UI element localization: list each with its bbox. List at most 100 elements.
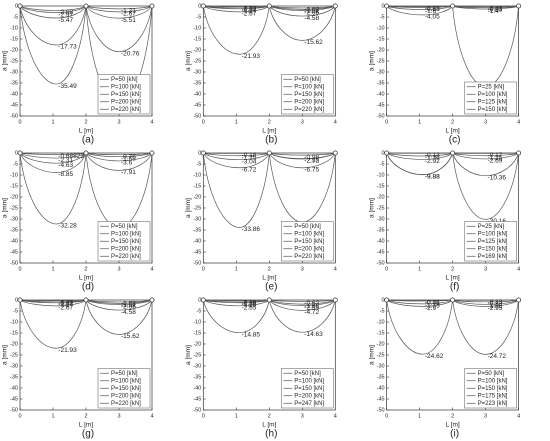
support-marker bbox=[149, 3, 155, 9]
y-tick-label: -50 bbox=[377, 407, 385, 413]
y-axis-label: a [mm] bbox=[2, 345, 9, 365]
y-tick-label: 0 bbox=[382, 150, 385, 156]
value-label: -20.76 bbox=[121, 50, 140, 57]
y-tick-label: -25 bbox=[193, 352, 201, 358]
value-label: -21.93 bbox=[58, 347, 77, 354]
legend-label: P=247 [kN] bbox=[294, 401, 324, 407]
legend-label: P=150 [kN] bbox=[294, 239, 324, 245]
value-label: -9.88 bbox=[425, 173, 440, 180]
y-tick-label: -45 bbox=[10, 249, 18, 255]
x-tick-label: 1 bbox=[51, 119, 54, 125]
y-tick-label: -10 bbox=[10, 25, 18, 31]
support-marker bbox=[266, 3, 272, 9]
y-tick-label: -40 bbox=[193, 91, 201, 97]
y-tick-label: 0 bbox=[15, 3, 18, 9]
x-tick-label: 3 bbox=[301, 413, 304, 419]
value-label: -2.72 bbox=[304, 158, 319, 165]
value-label: -0.98 bbox=[304, 154, 319, 161]
y-tick-label: -10 bbox=[10, 172, 18, 178]
y-tick-label: -45 bbox=[377, 396, 385, 402]
x-tick-label: 2 bbox=[268, 119, 271, 125]
value-label: -4.58 bbox=[121, 309, 136, 316]
value-label: -1.25 bbox=[488, 154, 503, 161]
x-tick-label: 2 bbox=[84, 413, 87, 419]
value-label: -2.55 bbox=[304, 304, 319, 311]
x-tick-label: 4 bbox=[334, 413, 337, 419]
y-tick-label: -20 bbox=[193, 194, 201, 200]
x-tick-label: 4 bbox=[334, 266, 337, 272]
value-label: -2.55 bbox=[304, 157, 319, 164]
support-marker bbox=[83, 3, 89, 9]
y-tick-label: -15 bbox=[193, 36, 201, 42]
y-tick-label: -35 bbox=[377, 80, 385, 86]
y-tick-label: -35 bbox=[10, 80, 18, 86]
value-label: -4.58 bbox=[304, 15, 319, 22]
x-tick-label: 1 bbox=[235, 266, 238, 272]
value-label: -8.85 bbox=[58, 171, 73, 178]
x-axis-label: L [m] bbox=[445, 275, 459, 282]
value-label: -1.96 bbox=[488, 303, 503, 310]
legend-label: P=100 [kN] bbox=[111, 84, 141, 90]
x-tick-label: 0 bbox=[18, 413, 21, 419]
x-axis-label: L [m] bbox=[79, 128, 93, 135]
support-marker bbox=[201, 3, 206, 9]
x-tick-label: 1 bbox=[418, 266, 421, 272]
legend-label: P=50 [kN] bbox=[111, 77, 138, 83]
y-tick-label: -5 bbox=[196, 14, 201, 20]
value-label: -15.62 bbox=[121, 333, 140, 340]
value-label: -2.67 bbox=[242, 11, 257, 18]
y-tick-label: -20 bbox=[10, 47, 18, 53]
value-label: -1.4 bbox=[488, 8, 500, 15]
y-tick-label: -40 bbox=[193, 238, 201, 244]
support-marker bbox=[201, 297, 206, 303]
y-tick-label: 0 bbox=[382, 3, 385, 9]
y-tick-label: -15 bbox=[10, 330, 18, 336]
y-axis-label: a [mm] bbox=[2, 198, 9, 218]
y-tick-label: -15 bbox=[377, 183, 385, 189]
panel-label: (f) bbox=[450, 282, 459, 293]
legend-label: P=200 [kN] bbox=[111, 393, 141, 399]
legend-label: P=200 [kN] bbox=[294, 246, 324, 252]
y-tick-label: -10 bbox=[377, 319, 385, 325]
y-tick-label: -45 bbox=[377, 102, 385, 108]
value-label: -2.65 bbox=[242, 305, 257, 312]
legend-label: P=100 [kN] bbox=[478, 231, 508, 237]
y-tick-label: -20 bbox=[10, 341, 18, 347]
y-axis-label: a [mm] bbox=[2, 51, 9, 71]
panel-label: (h) bbox=[265, 429, 277, 440]
value-label: -5.47 bbox=[58, 17, 73, 24]
x-tick-label: 3 bbox=[117, 413, 120, 419]
x-tick-label: 4 bbox=[517, 119, 520, 125]
x-axis-label: L [m] bbox=[262, 275, 276, 282]
y-tick-label: -20 bbox=[377, 341, 385, 347]
x-tick-label: 2 bbox=[84, 119, 87, 125]
y-tick-label: -50 bbox=[193, 113, 201, 119]
value-label: -1.26 bbox=[242, 301, 257, 308]
panel-label: (i) bbox=[450, 429, 459, 440]
value-label: -0.83 bbox=[58, 301, 73, 308]
value-label: -2.67 bbox=[58, 305, 73, 312]
value-label: -2.06 bbox=[304, 9, 319, 16]
value-label: -10.36 bbox=[488, 175, 507, 182]
support-marker bbox=[83, 150, 89, 156]
y-tick-label: -30 bbox=[10, 216, 18, 222]
x-tick-label: 3 bbox=[484, 413, 487, 419]
value-label: -0.46 bbox=[425, 300, 440, 307]
value-label: -17.73 bbox=[58, 44, 77, 51]
x-axis-label: L [m] bbox=[79, 422, 93, 429]
y-tick-label: -50 bbox=[10, 113, 18, 119]
value-label: -0.83 bbox=[488, 7, 503, 14]
y-tick-label: -15 bbox=[193, 330, 201, 336]
value-label: -1.6 bbox=[425, 8, 437, 15]
legend-label: P=100 [kN] bbox=[111, 231, 141, 237]
y-tick-label: -10 bbox=[377, 25, 385, 31]
support-marker bbox=[149, 150, 155, 156]
series-line bbox=[386, 152, 519, 220]
panel-label: (d) bbox=[82, 282, 94, 293]
y-tick-label: -15 bbox=[377, 36, 385, 42]
support-marker bbox=[201, 150, 206, 156]
x-tick-label: 3 bbox=[117, 119, 120, 125]
y-tick-label: -50 bbox=[10, 260, 18, 266]
legend-label: P=200 [kN] bbox=[111, 246, 141, 252]
x-axis-label: L [m] bbox=[445, 128, 459, 135]
